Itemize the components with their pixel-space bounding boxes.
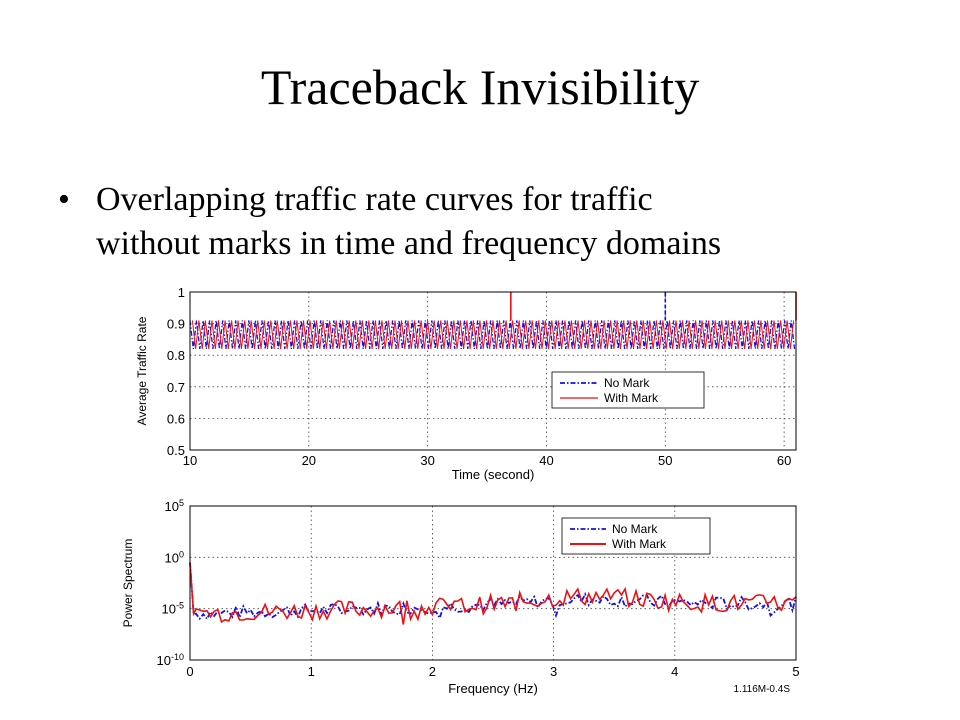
x-axis-label: Time (second) bbox=[452, 467, 535, 482]
bullet-text: Overlapping traffic rate curves for traf… bbox=[96, 178, 946, 266]
y-tick-label: 1 bbox=[178, 285, 185, 300]
x-tick-label: 4 bbox=[671, 664, 678, 679]
slide-title: Traceback Invisibility bbox=[260, 59, 700, 115]
figure-background bbox=[62, 278, 862, 716]
y-tick-exponent: -5 bbox=[176, 601, 184, 611]
legend-box bbox=[561, 517, 711, 555]
series-with-mark-line bbox=[191, 320, 795, 349]
series-with-mark-line bbox=[189, 562, 797, 625]
y-tick-label: 0.9 bbox=[167, 317, 185, 332]
x-tick-label: 3 bbox=[550, 664, 557, 679]
bullet-dot: • bbox=[58, 181, 70, 218]
chart-traffic-rate: 10 20 30 40 50 60 0.5 0.6 0.7 0.8 0.9 1 Time (second… bbox=[135, 285, 797, 482]
figure-annotation: 1.116M-0.4S bbox=[733, 684, 790, 695]
y-tick-exponent: -10 bbox=[171, 652, 184, 662]
y-tick-base: 10 bbox=[165, 550, 179, 565]
plot-frame bbox=[189, 505, 797, 661]
y-tick-exponent: 0 bbox=[179, 549, 184, 559]
legend-box bbox=[551, 371, 705, 409]
y-tick-exponent: 5 bbox=[179, 498, 184, 508]
x-tick-label: 60 bbox=[777, 453, 791, 468]
y-tick-base: 10 bbox=[157, 653, 171, 668]
x-tick-label: 2 bbox=[429, 664, 436, 679]
legend-label: With Mark bbox=[612, 537, 667, 551]
y-tick-label: 10-10 bbox=[157, 652, 184, 668]
series-no-mark-line bbox=[189, 320, 796, 349]
y-axis-label: Average Traffic Rate bbox=[135, 316, 149, 425]
y-tick-label: 100 bbox=[165, 549, 184, 565]
y-tick-base: 10 bbox=[165, 499, 179, 514]
x-tick-label: 10 bbox=[183, 453, 197, 468]
x-tick-label: 1 bbox=[308, 664, 315, 679]
x-tick-label: 0 bbox=[186, 664, 193, 679]
y-axis-label: Power Spectrum bbox=[121, 539, 135, 628]
x-axis-label: Frequency (Hz) bbox=[448, 681, 538, 696]
legend-label: With Mark bbox=[604, 391, 659, 405]
y-tick-label: 105 bbox=[165, 498, 184, 514]
bullet-line-1: Overlapping traffic rate curves for traf… bbox=[96, 181, 653, 218]
y-tick-label: 0.8 bbox=[167, 348, 185, 363]
legend-label: No Mark bbox=[604, 376, 650, 390]
x-tick-label: 30 bbox=[420, 453, 434, 468]
y-tick-label: 0.7 bbox=[167, 380, 185, 395]
bullet-line-2: without marks in time and frequency doma… bbox=[96, 225, 722, 262]
x-tick-label: 50 bbox=[658, 453, 672, 468]
y-tick-base: 10 bbox=[162, 602, 176, 617]
x-tick-label: 20 bbox=[302, 453, 316, 468]
plot-frame bbox=[189, 291, 797, 451]
legend-label: No Mark bbox=[612, 522, 658, 536]
x-tick-label: 5 bbox=[792, 664, 799, 679]
y-tick-label: 0.5 bbox=[167, 443, 185, 458]
y-tick-label: 0.6 bbox=[167, 411, 185, 426]
y-tick-label: 10-5 bbox=[162, 601, 184, 617]
x-tick-label: 40 bbox=[539, 453, 553, 468]
